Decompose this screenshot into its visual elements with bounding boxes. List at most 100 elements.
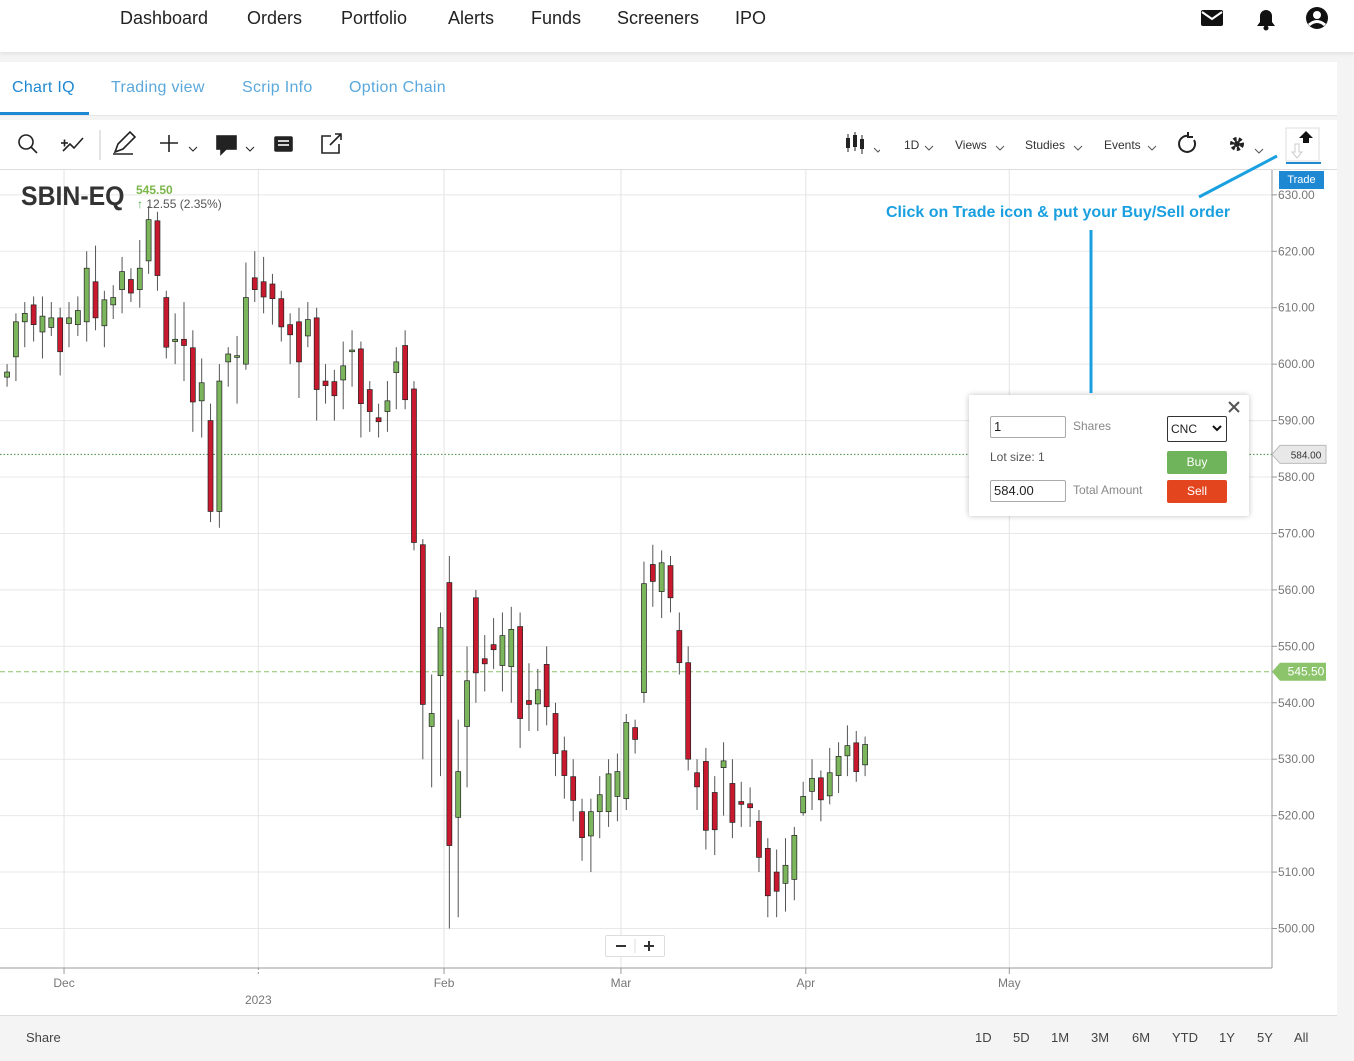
candle-body [198,382,205,402]
product-select[interactable]: CNC [1167,416,1227,442]
candle-body [756,820,762,858]
candle-body [74,310,81,325]
price-tag [1272,662,1326,681]
candle-body [632,727,638,740]
dropdown-carets [924,145,1157,151]
candle-body [251,277,258,290]
account-icon[interactable] [1306,7,1328,29]
trade-icon[interactable] [1285,126,1325,166]
candle-body [66,317,72,324]
nav-item[interactable]: IPO [735,8,767,28]
toolbar-item[interactable]: Events [1104,138,1141,152]
crosshair-icon[interactable] [160,135,198,152]
tab[interactable]: Option Chain [349,79,446,96]
candle-body [464,680,470,727]
bell-icon[interactable] [1257,10,1275,31]
candle-body [738,801,745,805]
range-button[interactable]: 1M [1051,1030,1070,1045]
x-tick-label: May [998,976,1021,990]
y-tick-label: 550.00 [1278,639,1315,653]
candle-body [676,630,683,664]
nav-item[interactable]: Funds [531,8,582,28]
candle-type-icon[interactable] [840,130,880,160]
refresh-icon[interactable] [1178,132,1197,153]
range-button[interactable]: YTD [1172,1030,1198,1045]
y-tick-label: 520.00 [1278,809,1315,823]
popout-icon[interactable] [321,133,342,154]
candle-body [181,338,187,346]
candle-body [481,658,488,665]
toolbar-item[interactable]: Views [955,138,987,152]
candle-body [92,281,99,319]
candle-body [428,713,435,727]
candle-body [4,371,10,378]
nav-item[interactable]: Dashboard [120,8,209,28]
range-button[interactable]: 3M [1091,1030,1110,1045]
candle-body [605,773,612,813]
candle-body [826,772,833,797]
candle-body [570,776,577,801]
range-button[interactable]: 5Y [1257,1030,1273,1045]
candle-body [101,299,108,327]
y-tick-label: 590.00 [1278,414,1315,428]
settings-icon[interactable] [1230,137,1264,154]
candle-body [216,380,223,512]
candle-body [145,219,152,262]
candle-body [809,778,815,792]
pencil-icon[interactable] [113,130,137,155]
candle-body [234,355,240,358]
draw-line-icon[interactable] [61,137,84,152]
candle-body [278,298,285,328]
share-link[interactable]: Share [26,1030,61,1045]
range-button[interactable]: 1D [975,1030,992,1045]
comment-icon[interactable] [216,135,255,156]
mail-icon[interactable] [1201,10,1223,26]
y-tick-label: 560.00 [1278,583,1315,597]
close-icon[interactable] [1227,400,1241,414]
candle-body [13,321,19,358]
range-button[interactable]: 5D [1013,1030,1030,1045]
candle-body [835,756,842,776]
candle-body [508,629,515,667]
toolbar-item[interactable]: 1D [904,138,920,152]
toolbar-item[interactable]: Studies [1025,138,1066,152]
candle-body [623,722,630,800]
chart-toolbar: 1D Views Studies Events [0,120,1337,170]
nav-item[interactable]: Screeners [617,8,700,28]
y-tick-label: 620.00 [1278,244,1315,258]
nav-item[interactable]: Portfolio [341,8,408,28]
trade-label[interactable]: Trade [1279,171,1324,189]
tab[interactable]: Trading view [111,79,205,96]
candle-body [83,267,90,323]
search-icon[interactable] [18,134,38,154]
candle-body [30,304,37,325]
candle-body [287,324,293,336]
table-icon[interactable] [274,136,293,152]
tab[interactable]: Chart IQ [12,79,75,96]
nav-item[interactable]: Alerts [448,8,495,28]
candle-body [561,750,568,776]
candle-body [358,348,364,404]
product-value: CNC [1171,422,1197,436]
tab[interactable]: Scrip Info [242,79,313,96]
candle-body [39,315,46,333]
candle-body [782,864,789,884]
zoom-in[interactable] [644,941,654,951]
range-button[interactable]: 1Y [1219,1030,1235,1045]
x-tick-label: Dec [53,976,74,990]
candle-body [225,353,232,363]
range-button[interactable]: All [1294,1030,1309,1045]
y-tick-label: 510.00 [1278,865,1315,879]
top-nav: Dashboard Orders Portfolio Alerts Funds … [0,0,1354,52]
quantity-input[interactable]: 1 [990,416,1066,438]
range-button[interactable]: 6M [1132,1030,1151,1045]
amount-input[interactable]: 584.00 [990,480,1066,502]
sell-button[interactable]: Sell [1167,480,1227,503]
nav-item[interactable]: Orders [247,8,303,28]
candle-body [614,771,621,797]
candle-body [128,279,134,294]
candle-body [791,835,798,880]
buy-button[interactable]: Buy [1167,451,1227,474]
candle-body [296,321,302,363]
y-tick-label: 530.00 [1278,752,1315,766]
